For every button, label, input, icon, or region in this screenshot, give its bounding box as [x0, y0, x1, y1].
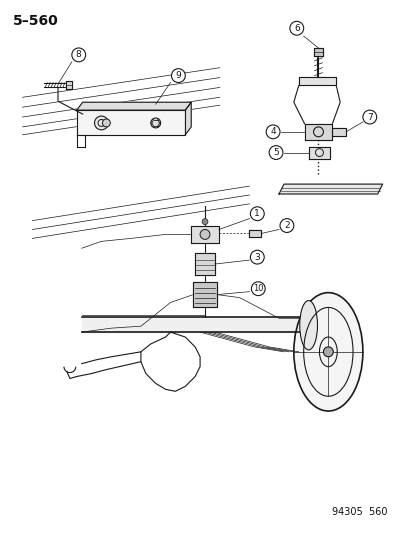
Circle shape [289, 21, 303, 35]
Circle shape [251, 282, 265, 296]
Text: 5: 5 [273, 148, 278, 157]
Polygon shape [76, 102, 191, 110]
Text: 10: 10 [252, 284, 263, 293]
Polygon shape [76, 110, 185, 135]
Ellipse shape [299, 301, 317, 350]
Polygon shape [191, 225, 218, 244]
Polygon shape [278, 184, 382, 194]
Circle shape [268, 146, 282, 159]
Circle shape [102, 119, 110, 127]
Polygon shape [313, 48, 323, 56]
Circle shape [250, 250, 263, 264]
Text: 9: 9 [175, 71, 181, 80]
Polygon shape [304, 124, 332, 140]
Text: 7: 7 [366, 112, 372, 122]
Circle shape [279, 219, 293, 232]
Text: 4: 4 [270, 127, 275, 136]
Polygon shape [308, 147, 330, 159]
Text: 3: 3 [254, 253, 259, 262]
Text: 94305  560: 94305 560 [331, 506, 387, 516]
Polygon shape [66, 80, 72, 90]
Circle shape [150, 118, 160, 128]
Ellipse shape [293, 293, 362, 411]
Text: 1: 1 [254, 209, 259, 218]
Polygon shape [298, 77, 335, 85]
Circle shape [199, 230, 209, 239]
Circle shape [171, 69, 185, 83]
Circle shape [323, 347, 332, 357]
Circle shape [250, 207, 263, 221]
Text: 2: 2 [283, 221, 289, 230]
Polygon shape [193, 282, 216, 308]
Text: 6: 6 [293, 24, 299, 33]
Polygon shape [195, 253, 214, 275]
Circle shape [72, 48, 85, 62]
Circle shape [362, 110, 376, 124]
Polygon shape [185, 102, 191, 135]
Circle shape [202, 219, 207, 224]
Text: 5–560: 5–560 [13, 14, 58, 28]
Polygon shape [249, 230, 261, 237]
Circle shape [94, 116, 108, 130]
Polygon shape [81, 317, 308, 332]
Circle shape [266, 125, 279, 139]
Text: 8: 8 [76, 51, 81, 59]
Polygon shape [332, 128, 345, 136]
